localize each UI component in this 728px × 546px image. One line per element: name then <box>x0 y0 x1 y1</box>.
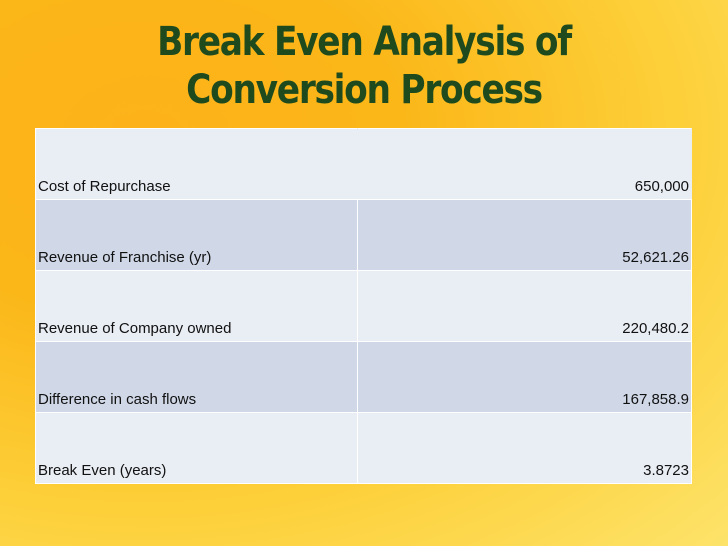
table-row: Cost of Repurchase 650,000 <box>35 128 692 200</box>
slide-title: Break Even Analysis of Conversion Proces… <box>157 19 572 113</box>
table-row: Revenue of Company owned 220,480.2 <box>35 270 692 342</box>
data-table: Cost of Repurchase 650,000 Revenue of Fran… <box>35 128 692 484</box>
row-label: Break Even (years) <box>35 412 358 484</box>
row-label: Difference in cash flows <box>35 341 358 413</box>
table-row: Revenue of Franchise (yr) 52,621.26 <box>35 199 692 271</box>
row-value: 52,621.26 <box>357 199 692 271</box>
table-body: Cost of Repurchase 650,000 Revenue of Fran… <box>35 128 692 484</box>
row-label: Revenue of Franchise (yr) <box>35 199 358 271</box>
row-label: Revenue of Company owned <box>35 270 358 342</box>
row-value: 167,858.9 <box>357 341 692 413</box>
row-label: Cost of Repurchase <box>35 128 358 200</box>
table-row: Break Even (years) 3.8723 <box>35 412 692 484</box>
row-value: 650,000 <box>357 128 692 200</box>
table-row: Difference in cash flows 167,858.9 <box>35 341 692 413</box>
row-value: 3.8723 <box>357 412 692 484</box>
row-value: 220,480.2 <box>357 270 692 342</box>
